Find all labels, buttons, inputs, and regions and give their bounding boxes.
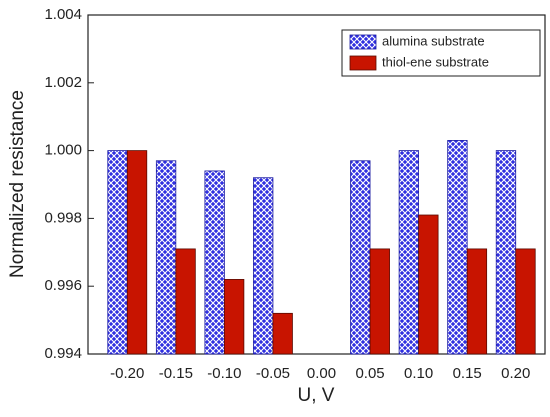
x-tick-label: 0.00 <box>307 365 336 382</box>
bar <box>175 248 196 355</box>
bar <box>253 177 274 355</box>
bar <box>204 170 225 355</box>
x-tick-label: 0.15 <box>453 365 482 382</box>
y-tick-label: 0.994 <box>44 345 82 362</box>
bar <box>369 248 390 355</box>
bar <box>350 160 371 355</box>
y-tick-label: 1.000 <box>44 142 82 159</box>
bar <box>126 150 148 355</box>
y-axis-label: Normalized resistance <box>7 90 28 278</box>
bar <box>155 160 177 355</box>
y-tick-label: 0.996 <box>44 277 82 294</box>
x-tick-label: 0.20 <box>501 365 530 382</box>
legend-label: alumina substrate <box>382 33 485 48</box>
bar <box>495 150 517 355</box>
bar <box>272 312 293 355</box>
bar <box>515 248 536 355</box>
x-tick-label: -0.10 <box>207 365 241 382</box>
x-tick-label: -0.15 <box>159 365 193 382</box>
bar <box>398 150 420 355</box>
bar <box>466 248 488 355</box>
bar <box>418 214 439 355</box>
x-tick-label: -0.05 <box>256 365 290 382</box>
legend-swatch <box>349 55 377 71</box>
legend-swatch <box>349 34 377 50</box>
x-axis-label: U, V <box>298 385 335 406</box>
x-tick-label: 0.10 <box>404 365 433 382</box>
bar <box>223 279 245 355</box>
plot-frame <box>87 14 546 355</box>
y-tick-label: 0.998 <box>44 209 82 226</box>
bar <box>447 140 468 355</box>
bar <box>107 150 128 355</box>
legend-label: thiol-ene substrate <box>382 54 489 69</box>
x-tick-label: -0.20 <box>110 365 144 382</box>
y-tick-label: 1.002 <box>44 74 82 91</box>
x-tick-label: 0.05 <box>355 365 384 382</box>
y-tick-label: 1.004 <box>44 6 82 23</box>
